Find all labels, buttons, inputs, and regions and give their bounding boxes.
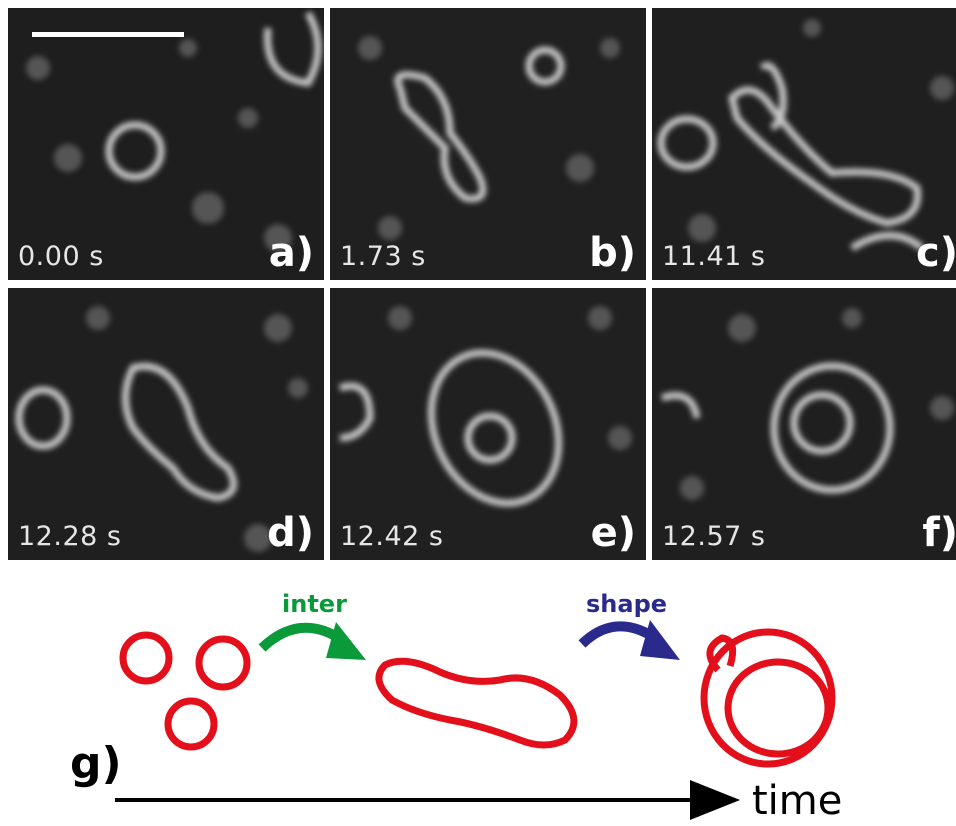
timestamp-e: 12.42 s: [340, 521, 444, 552]
shape-arrow: [578, 620, 680, 660]
scale-bar: [32, 32, 184, 37]
vesicle-3: [164, 697, 218, 751]
micrograph-image-a: [8, 8, 324, 280]
timestamp-f: 12.57 s: [662, 521, 766, 552]
micrograph-image-e: [330, 288, 646, 560]
panel-label-d: d): [267, 510, 314, 556]
panel-label-g: g): [70, 738, 122, 789]
micrograph-panel-e: 12.42 s e): [330, 288, 646, 560]
timestamp-a: 0.00 s: [18, 241, 104, 272]
micrograph-image-b: [330, 8, 646, 280]
timestamp-d: 12.28 s: [18, 521, 122, 552]
vesicle-2: [195, 635, 251, 691]
shape-label: shape: [586, 590, 667, 618]
inter-label: inter: [282, 590, 347, 618]
micrograph-image-f: [652, 288, 956, 560]
micrograph-panel-f: 12.57 s f): [652, 288, 956, 560]
vesicle-1: [119, 631, 173, 685]
panel-label-c: c): [916, 230, 956, 276]
micrograph-panel-a: 0.00 s a): [8, 8, 324, 280]
timestamp-c: 11.41 s: [662, 241, 766, 272]
inter-arrow: [258, 622, 366, 660]
separate-vesicles: [119, 631, 251, 751]
timestamp-b: 1.73 s: [340, 241, 426, 272]
schematic-diagram: inter shape g) time: [70, 590, 842, 824]
time-axis-label: time: [752, 778, 842, 824]
panel-label-e: e): [590, 510, 636, 556]
panel-label-b: b): [589, 230, 636, 276]
reshaped-vesicle: [700, 628, 836, 768]
micrograph-image-c: [652, 8, 956, 280]
micrograph-panel-b: 1.73 s b): [330, 8, 646, 280]
micrograph-image-d: [8, 288, 324, 560]
time-axis: [115, 780, 740, 820]
panel-label-f: f): [922, 510, 956, 556]
fused-vesicle: [375, 657, 578, 749]
micrograph-panel-d: 12.28 s d): [8, 288, 324, 560]
panel-label-a: a): [268, 230, 314, 276]
micrograph-panel-c: 11.41 s c): [652, 8, 956, 280]
